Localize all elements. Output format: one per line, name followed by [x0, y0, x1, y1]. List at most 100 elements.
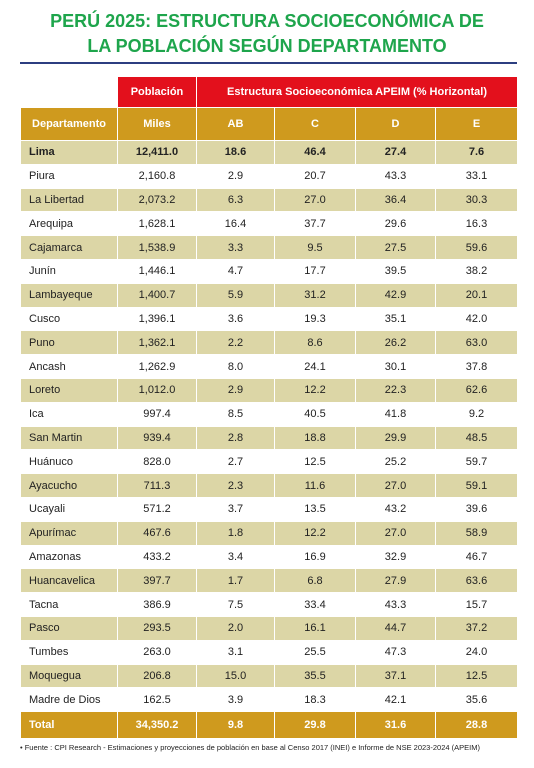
department-cell: Pasco [20, 615, 118, 641]
value-cell: 42.9 [355, 282, 436, 308]
column-header: AB [196, 107, 275, 141]
value-cell: 3.9 [196, 687, 275, 713]
value-cell: 42.0 [434, 306, 519, 332]
department-cell: Ica [20, 401, 118, 427]
department-cell: Ancash [20, 354, 118, 379]
value-cell: 38.2 [434, 258, 519, 284]
column-header: E [434, 107, 519, 141]
department-cell: Apurímac [20, 520, 118, 546]
data-row: Ancash 1,262.9 8.0 24.1 30.1 37.8 [20, 354, 519, 379]
value-cell: 1,362.1 [117, 330, 197, 356]
value-cell: 27.0 [355, 473, 436, 498]
value-cell: 828.0 [117, 449, 197, 475]
value-cell: 15.7 [434, 592, 519, 617]
value-cell: 2.9 [196, 377, 275, 403]
value-cell: 2.0 [196, 615, 275, 641]
department-cell: Loreto [20, 377, 118, 403]
total-cell: 34,350.2 [117, 711, 197, 740]
data-row: Loreto 1,012.0 2.9 12.2 22.3 62.6 [20, 377, 519, 403]
value-cell: 9.5 [274, 235, 356, 260]
column-header-row: Departamento Miles AB C D E [20, 107, 519, 141]
value-cell: 1.8 [196, 520, 275, 546]
value-cell: 27.4 [355, 140, 436, 165]
value-cell: 24.1 [274, 354, 356, 379]
value-cell: 7.5 [196, 592, 275, 617]
value-cell: 571.2 [117, 496, 197, 522]
value-cell: 206.8 [117, 663, 197, 689]
value-cell: 467.6 [117, 520, 197, 546]
value-cell: 263.0 [117, 639, 197, 665]
value-cell: 11.6 [274, 473, 356, 498]
value-cell: 19.3 [274, 306, 356, 332]
total-row: Total 34,350.2 9.8 29.8 31.6 28.8 [20, 711, 519, 740]
value-cell: 8.0 [196, 354, 275, 379]
value-cell: 8.5 [196, 401, 275, 427]
value-cell: 1,262.9 [117, 354, 197, 379]
value-cell: 18.3 [274, 687, 356, 713]
value-cell: 1,012.0 [117, 377, 197, 403]
data-row: Cajamarca 1,538.9 3.3 9.5 27.5 59.6 [20, 235, 519, 260]
department-cell: Ucayali [20, 496, 118, 522]
column-header: D [355, 107, 436, 141]
data-row: Huancavelica 397.7 1.7 6.8 27.9 63.6 [20, 568, 519, 594]
department-cell: Puno [20, 330, 118, 356]
value-cell: 9.2 [434, 401, 519, 427]
total-cell: 9.8 [196, 711, 275, 740]
data-row: Ica 997.4 8.5 40.5 41.8 9.2 [20, 401, 519, 427]
department-cell: Lima [20, 140, 118, 165]
value-cell: 2.3 [196, 473, 275, 498]
value-cell: 16.4 [196, 211, 275, 237]
total-cell: 28.8 [434, 711, 519, 740]
value-cell: 1,400.7 [117, 282, 197, 308]
value-cell: 12.2 [274, 520, 356, 546]
department-cell: Tacna [20, 592, 118, 617]
value-cell: 2,160.8 [117, 163, 197, 189]
value-cell: 8.6 [274, 330, 356, 356]
group-header: Estructura Socioeconómica APEIM (% Horiz… [195, 76, 519, 108]
value-cell: 43.3 [355, 163, 436, 189]
department-cell: Huancavelica [20, 568, 118, 594]
value-cell: 16.1 [274, 615, 356, 641]
value-cell: 58.9 [434, 520, 519, 546]
data-row: Ayacucho 711.3 2.3 11.6 27.0 59.1 [20, 473, 519, 498]
total-cell: 31.6 [355, 711, 436, 740]
data-row: Junín 1,446.1 4.7 17.7 39.5 38.2 [20, 258, 519, 284]
data-row: La Libertad 2,073.2 6.3 27.0 36.4 30.3 [20, 187, 519, 213]
value-cell: 1,628.1 [117, 211, 197, 237]
value-cell: 162.5 [117, 687, 197, 713]
value-cell: 433.2 [117, 544, 197, 570]
value-cell: 3.6 [196, 306, 275, 332]
data-row: Tumbes 263.0 3.1 25.5 47.3 24.0 [20, 639, 519, 665]
data-row: Pasco 293.5 2.0 16.1 44.7 37.2 [20, 615, 519, 641]
value-cell: 42.1 [355, 687, 436, 713]
data-row: Apurímac 467.6 1.8 12.2 27.0 58.9 [20, 520, 519, 546]
value-cell: 59.1 [434, 473, 519, 498]
data-row: Tacna 386.9 7.5 33.4 43.3 15.7 [20, 592, 519, 617]
value-cell: 29.6 [355, 211, 436, 237]
value-cell: 4.7 [196, 258, 275, 284]
value-cell: 30.1 [355, 354, 436, 379]
value-cell: 43.2 [355, 496, 436, 522]
value-cell: 39.5 [355, 258, 436, 284]
value-cell: 39.6 [434, 496, 519, 522]
data-row: Amazonas 433.2 3.4 16.9 32.9 46.7 [20, 544, 519, 570]
value-cell: 397.7 [117, 568, 197, 594]
department-cell: Ayacucho [20, 473, 118, 498]
value-cell: 40.5 [274, 401, 356, 427]
value-cell: 31.2 [274, 282, 356, 308]
data-row: Puno 1,362.1 2.2 8.6 26.2 63.0 [20, 330, 519, 356]
value-cell: 26.2 [355, 330, 436, 356]
value-cell: 16.9 [274, 544, 356, 570]
value-cell: 2.9 [196, 163, 275, 189]
value-cell: 37.2 [434, 615, 519, 641]
value-cell: 1.7 [196, 568, 275, 594]
department-cell: Cajamarca [20, 235, 118, 260]
data-row: Madre de Dios 162.5 3.9 18.3 42.1 35.6 [20, 687, 519, 713]
department-cell: Cusco [20, 306, 118, 332]
value-cell: 5.9 [196, 282, 275, 308]
data-row: Piura 2,160.8 2.9 20.7 43.3 33.1 [20, 163, 519, 189]
total-cell: 29.8 [274, 711, 356, 740]
value-cell: 35.6 [434, 687, 519, 713]
department-cell: Madre de Dios [20, 687, 118, 713]
